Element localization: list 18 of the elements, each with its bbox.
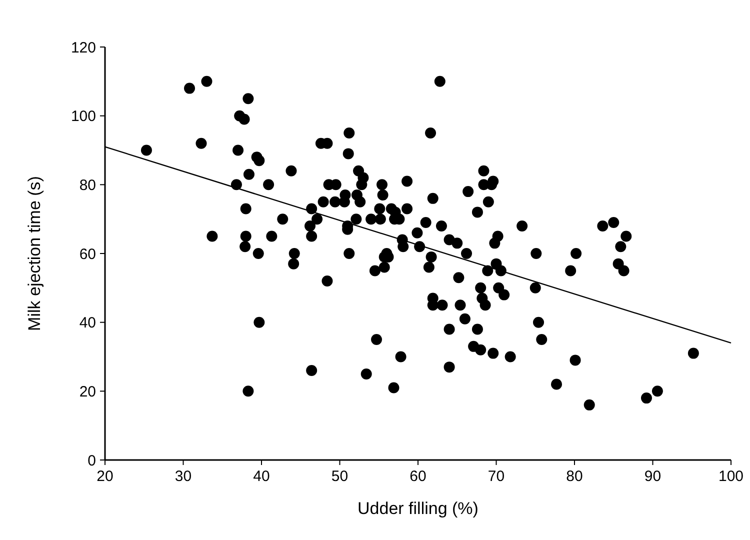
y-axis-title: Milk ejection time (s) (25, 176, 44, 331)
x-tick-label: 40 (253, 468, 270, 485)
y-tick-label: 0 (88, 452, 96, 470)
y-tick-label: 20 (79, 383, 96, 400)
y-tick-label: 80 (79, 176, 96, 194)
y-tick-label: 120 (70, 39, 96, 56)
y-tick-label: 60 (79, 246, 96, 263)
x-tick-label: 90 (644, 468, 662, 485)
x-axis-title: Udder filling (%) (358, 499, 478, 518)
x-tick-label: 80 (566, 468, 583, 485)
x-tick-label: 20 (96, 468, 114, 485)
x-tick-label: 30 (174, 468, 192, 485)
x-tick-label: 50 (331, 468, 348, 485)
y-tick-label: 100 (70, 108, 96, 126)
y-tick-label: 40 (79, 314, 96, 332)
x-tick-label: 70 (488, 468, 505, 485)
x-tick-label: 100 (718, 468, 744, 485)
x-tick-label: 60 (410, 468, 426, 485)
